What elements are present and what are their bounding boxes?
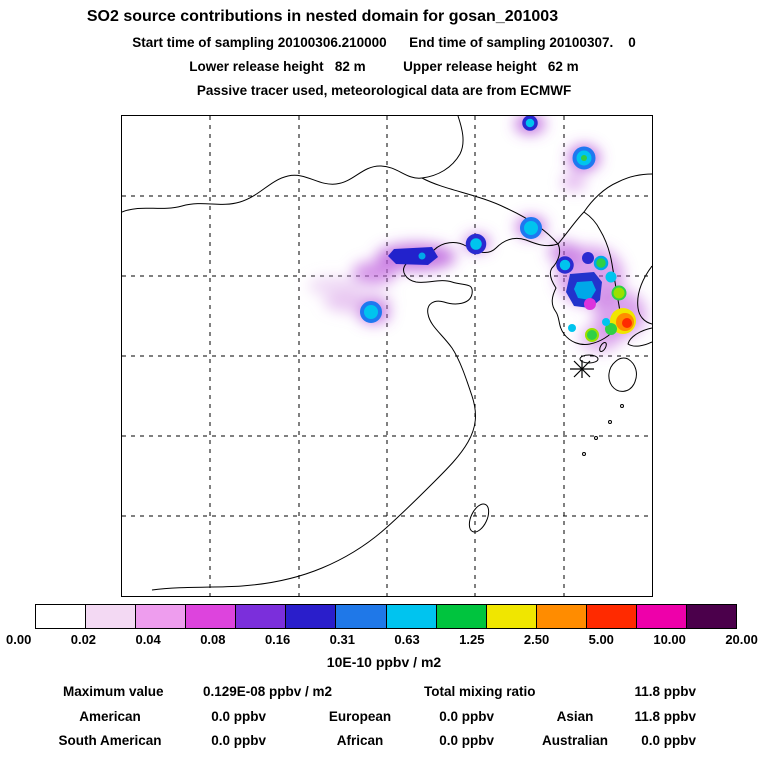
colorbar-tick-label: 10.00 [653,632,686,647]
region-value-asian: 11.8 ppbv [634,709,696,724]
map-panel [121,115,653,597]
colorbar-segment [636,605,688,628]
colorbar-segment [687,605,737,628]
colorbar-units: 10E-10 ppbv / m2 [326,654,442,670]
colorbar-segment [36,605,87,628]
plot-header: SO2 source contributions in nested domai… [0,4,768,107]
colorbar-segment [186,605,237,628]
concentration-cells [360,116,636,342]
maximum-value-label: Maximum value [63,684,164,699]
colorbar-segment [136,605,187,628]
region-value-australian: 0.0 ppbv [641,733,696,748]
region-label-australian: Australian [541,733,609,748]
region-value-south-american: 0.0 ppbv [211,733,266,748]
colorbar-tick-label: 0.08 [200,632,226,647]
colorbar [35,604,737,629]
release-height-line: Lower release height 82 m Upper release … [189,59,579,74]
colorbar-tick-label: 0.04 [135,632,161,647]
colorbar-tick-label: 0.00 [6,632,32,647]
region-label-south-american: South American [58,733,162,748]
coastlines [122,116,652,591]
region-label-american: American [79,709,141,724]
colorbar-tick-label: 0.31 [329,632,355,647]
colorbar-segment [336,605,387,628]
receptor-marker [570,360,594,378]
colorbar-segment [436,605,487,628]
colorbar-segment [536,605,587,628]
region-value-american: 0.0 ppbv [211,709,266,724]
plot-title: SO2 source contributions in nested domai… [86,8,559,25]
colorbar-tick-label: 5.00 [588,632,614,647]
region-value-european: 0.0 ppbv [439,709,494,724]
colorbar-segments [36,605,737,628]
region-label-asian: Asian [556,709,594,724]
colorbar-labels: 0.00 0.02 0.04 0.08 0.16 0.31 0.63 1.25 2.50 5.00… [6,632,758,647]
colorbar-segment [236,605,287,628]
region-value-african: 0.0 ppbv [439,733,494,748]
colorbar-segment [386,605,437,628]
stats-maximum-row: Maximum value 0.129E-08 ppbv / m2 Total … [0,684,768,704]
colorbar-tick-label: 20.00 [725,632,758,647]
region-label-european: European [328,709,392,724]
tracer-info-line: Passive tracer used, meteorological data… [196,83,572,98]
stats-region-row-1: American 0.0 ppbv European 0.0 ppbv Asia… [0,709,768,729]
colorbar-segment [486,605,537,628]
colorbar-segment [286,605,337,628]
sampling-time-line: Start time of sampling 20100306.210000 E… [132,35,636,50]
stats-region-row-2: South American 0.0 ppbv African 0.0 ppbv… [0,733,768,753]
region-label-african: African [336,733,384,748]
colorbar-tick-label: 0.63 [394,632,420,647]
colorbar-tick-label: 2.50 [523,632,550,647]
colorbar-tick-label: 1.25 [459,632,485,647]
colorbar-segment [86,605,137,628]
total-mixing-ratio-value: 11.8 ppbv [634,684,696,699]
map-svg [122,116,652,596]
colorbar-segment [586,605,637,628]
maximum-value: 0.129E-08 ppbv / m2 [203,684,333,699]
colorbar-tick-label: 0.02 [70,632,97,647]
total-mixing-ratio-label: Total mixing ratio [424,684,536,699]
colorbar-tick-label: 0.16 [264,632,291,647]
